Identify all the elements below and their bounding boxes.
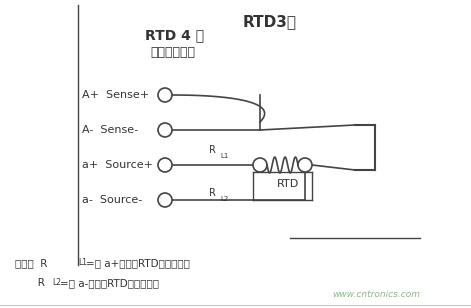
Text: RTD: RTD: [276, 179, 299, 189]
Text: a-  Source-: a- Source-: [82, 195, 142, 205]
Text: A+  Sense+: A+ Sense+: [82, 90, 149, 100]
Text: L2: L2: [220, 196, 229, 202]
Text: a+  Source+: a+ Source+: [82, 160, 153, 170]
Text: L1: L1: [78, 258, 87, 267]
Text: R: R: [209, 145, 216, 155]
Text: =从 a-端子到RTD的导线电阻: =从 a-端子到RTD的导线电阻: [60, 278, 159, 288]
Text: L2: L2: [52, 278, 61, 287]
Text: RTD3线: RTD3线: [243, 14, 297, 29]
Circle shape: [158, 158, 172, 172]
Text: www.cntronics.com: www.cntronics.com: [332, 290, 420, 299]
Text: （精度最高）: （精度最高）: [150, 46, 195, 59]
Text: 注意：  R: 注意： R: [15, 258, 48, 268]
Text: L1: L1: [220, 153, 229, 159]
Circle shape: [158, 88, 172, 102]
Circle shape: [158, 193, 172, 207]
Text: A-  Sense-: A- Sense-: [82, 125, 138, 135]
Circle shape: [253, 158, 267, 172]
Text: =从 a+端子到RTD的导线电阻: =从 a+端子到RTD的导线电阻: [86, 258, 190, 268]
Circle shape: [158, 123, 172, 137]
Text: R: R: [209, 188, 216, 198]
Text: R: R: [15, 278, 45, 288]
Text: RTD 4 线: RTD 4 线: [145, 28, 204, 42]
Circle shape: [298, 158, 312, 172]
